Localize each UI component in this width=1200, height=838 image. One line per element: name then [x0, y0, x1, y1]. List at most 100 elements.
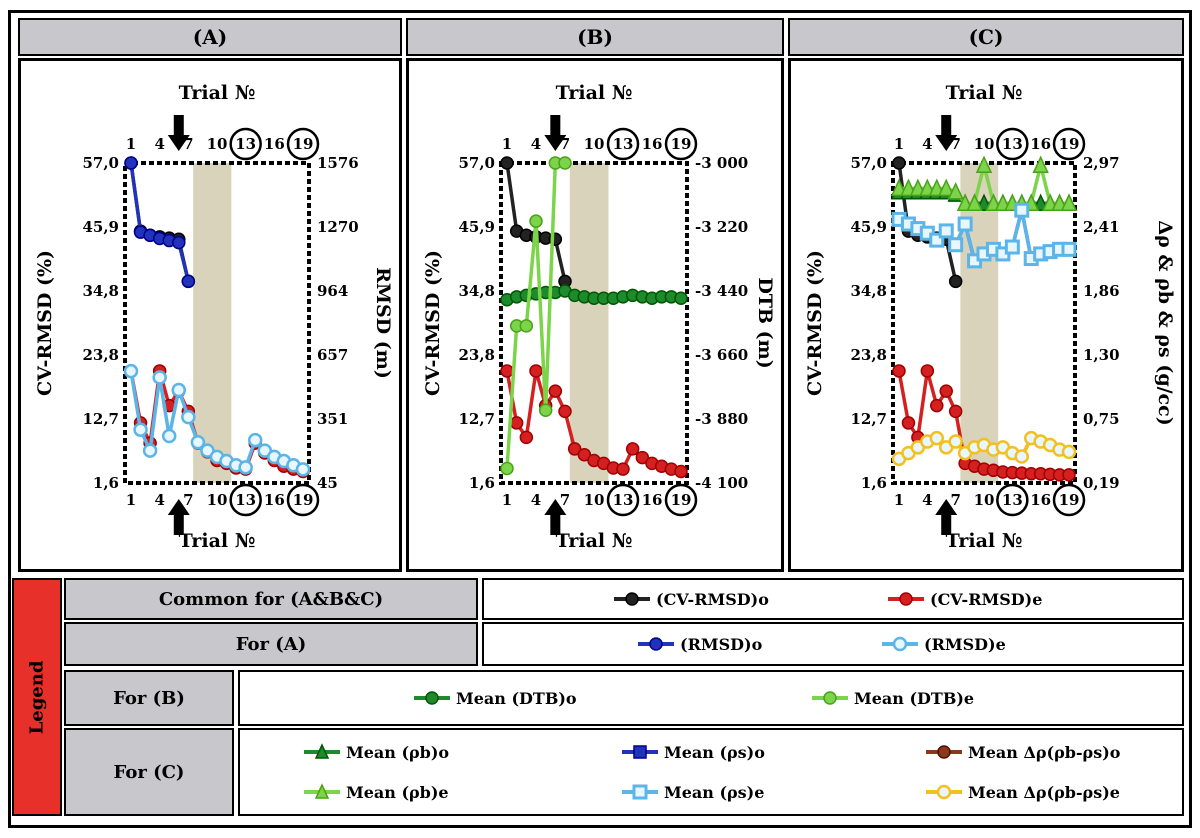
- legend-item: (CV-RMSD)o: [612, 588, 769, 610]
- y2-tick-label: -3 880: [695, 410, 748, 428]
- data-point: [948, 237, 964, 253]
- legend-swatch-icon: [414, 691, 450, 705]
- legend-marker: [892, 636, 908, 652]
- data-point: [529, 364, 543, 378]
- chart-c: 57,0 45,9 34,8 23,8 12,7 1,6 2,97 2,41 1,86 1,30 0…: [804, 82, 1176, 552]
- series-(RMSD)o: [124, 156, 196, 289]
- data-point: [948, 274, 963, 289]
- y-tick-label: 1,6: [93, 474, 119, 492]
- legend-marker: [314, 743, 330, 759]
- shaded-region: [960, 163, 999, 483]
- data-point: [957, 216, 973, 232]
- legend-marker: [633, 745, 647, 759]
- data-point: [181, 274, 196, 289]
- legend-marker: [632, 784, 648, 800]
- y-tick-label: 23,8: [82, 346, 119, 364]
- legend-row-a-label: For (A): [64, 622, 478, 666]
- x-top-tick-label: 13: [613, 135, 634, 153]
- legend-marker: [937, 745, 951, 759]
- y2-tick-label: 1576: [317, 154, 359, 172]
- legend-label: (CV-RMSD)o: [656, 589, 769, 609]
- legend-label: Mean (DTB)o: [456, 688, 577, 708]
- series-Mean (ρs)e: [891, 202, 1077, 269]
- x-top-tick-label: 13: [1002, 135, 1023, 153]
- highlight-circle-top: [229, 127, 262, 161]
- y2-axis-title: DTB (m): [754, 277, 776, 368]
- y-tick-label: 45,9: [458, 218, 495, 236]
- y2-tick-label: 1,30: [1083, 346, 1120, 364]
- highlight-circle-bottom: [1052, 483, 1086, 517]
- data-point: [190, 434, 206, 450]
- legend-marker: [625, 592, 639, 606]
- x-top-tick-label: 16: [642, 135, 663, 153]
- panel-b: 57,0 45,9 34,8 23,8 12,7 1,6 -3 000 -3 220 -3 44…: [406, 58, 784, 572]
- panel-b-header-label: (B): [577, 25, 613, 49]
- x-top-tick-label: 19: [293, 135, 314, 153]
- legend-swatch-icon: [926, 745, 962, 759]
- y-tick-label: 57,0: [850, 154, 887, 172]
- x-top-tick-label: 10: [584, 135, 605, 153]
- data-point: [124, 156, 138, 170]
- y2-tick-label: 657: [317, 346, 348, 364]
- data-point: [558, 404, 572, 419]
- up-arrow-icon: [544, 499, 567, 535]
- legend-row-label-text: For (B): [113, 687, 185, 709]
- legend-label: Mean (ρb)o: [346, 742, 450, 762]
- x-top-tick-label: 10: [974, 135, 995, 153]
- data-point: [133, 422, 148, 437]
- x-top-axis-title: Trial №: [179, 82, 256, 104]
- x-top-tick-label: 7: [560, 135, 570, 153]
- data-point: [939, 384, 953, 398]
- data-point: [1061, 444, 1077, 460]
- x-bottom-tick-label: 16: [642, 491, 663, 509]
- legend-row-b-label: For (B): [64, 670, 234, 726]
- y2-tick-label: 45: [317, 474, 338, 492]
- legend-swatch-icon: [812, 691, 848, 705]
- highlight-circle-bottom: [606, 483, 640, 517]
- panel-c-header: (C): [788, 18, 1184, 56]
- y-tick-label: 34,8: [458, 282, 495, 300]
- legend-label: (CV-RMSD)e: [930, 589, 1043, 609]
- x-bottom-axis-title: Trial №: [946, 530, 1023, 552]
- legend-item: Mean Δρ(ρb-ρs)o: [924, 741, 1120, 763]
- legend-item: (RMSD)e: [880, 633, 1006, 655]
- x-bottom-tick-label: 7: [560, 491, 570, 509]
- x-top-tick-label: 19: [1059, 135, 1080, 153]
- legend-item: Mean (ρb)o: [302, 741, 449, 763]
- y-tick-label: 12,7: [850, 410, 887, 428]
- data-point: [529, 214, 543, 228]
- legend-label: Mean (ρs)o: [664, 742, 765, 762]
- data-point: [938, 178, 955, 197]
- y-tick-label: 1,6: [469, 474, 495, 492]
- x-bottom-tick-label: 10: [974, 491, 995, 509]
- legend-item: (RMSD)o: [636, 633, 762, 655]
- legend-marker: [649, 637, 663, 651]
- legend-item: Mean (ρb)e: [302, 781, 449, 803]
- series-(CV-RMSD)e: [892, 364, 1076, 482]
- x-bottom-tick-label: 19: [1059, 491, 1080, 509]
- highlight-circle-bottom: [286, 483, 320, 517]
- data-point: [558, 156, 572, 170]
- y2-tick-label: -3 660: [695, 346, 748, 364]
- series-line: [129, 162, 191, 282]
- series-Mean Δρ(ρb-ρs)e: [891, 430, 1077, 467]
- x-bottom-tick-label: 1: [126, 491, 136, 509]
- data-point: [519, 319, 534, 333]
- x-top-tick-label: 19: [671, 135, 692, 153]
- y-axis-title: CV-RMSD (%): [804, 250, 826, 396]
- legend-item: Mean (ρs)e: [620, 781, 764, 803]
- down-arrow-icon: [167, 115, 190, 151]
- y2-tick-label: -3 440: [695, 282, 748, 300]
- data-point: [500, 461, 514, 476]
- data-point: [1060, 193, 1078, 212]
- legend-swatch-icon: [304, 783, 340, 799]
- data-point: [930, 398, 944, 413]
- series-(RMSD)e: [123, 363, 311, 477]
- x-bottom-tick-label: 1: [894, 491, 904, 509]
- x-bottom-tick-label: 19: [293, 491, 314, 509]
- x-top-tick-label: 1: [894, 135, 904, 153]
- data-point: [892, 156, 906, 170]
- data-point: [161, 428, 177, 444]
- legend-item: Mean (DTB)e: [810, 687, 974, 709]
- legend-title: Legend: [12, 578, 62, 816]
